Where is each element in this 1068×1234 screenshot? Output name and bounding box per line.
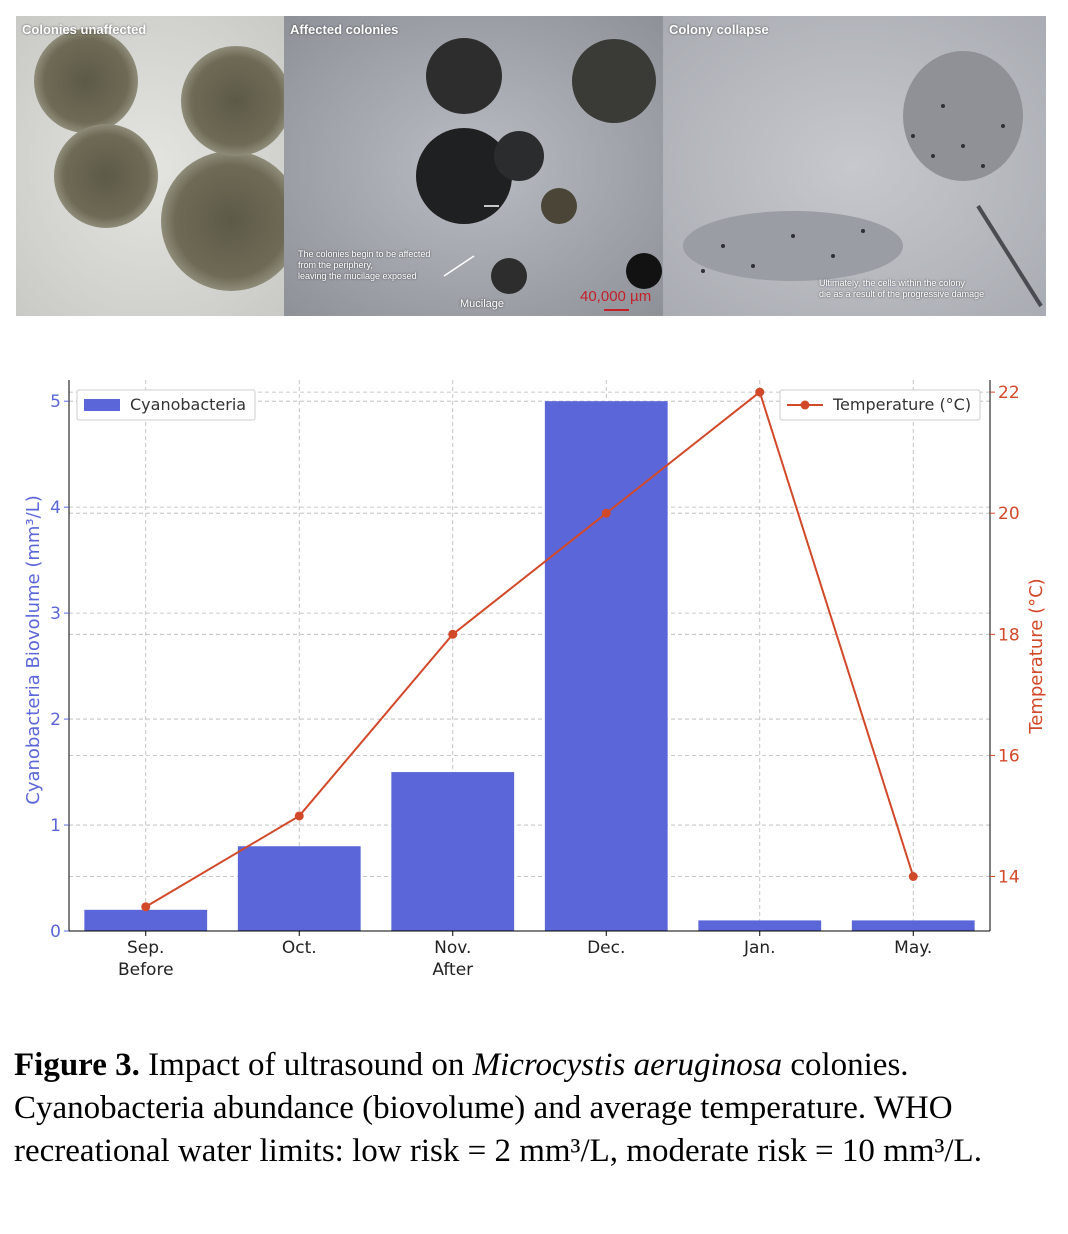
scale-bar-label: 40,000 µm [580, 288, 652, 305]
mucilage-label: Mucilage [460, 298, 505, 310]
tick-label-left: 5 [50, 392, 61, 412]
panel-note: The colonies begin to be affected from t… [298, 249, 431, 281]
tick-label-x: Jan. [743, 938, 776, 958]
grid-lines [69, 380, 990, 932]
tick-label-left: 2 [50, 710, 61, 730]
y-axis-label-left: Cyanobacteria Biovolume (mm³/L) [23, 495, 44, 805]
tick-label-x: Nov. [434, 938, 471, 958]
bar-series [84, 401, 975, 931]
tick-label-left: 0 [50, 922, 61, 942]
panel-title: Colony collapse [669, 22, 769, 37]
axes [68, 380, 991, 932]
micrograph-collapse-image [663, 16, 1046, 316]
panel-affected: Affected colonies The colonies begin to … [284, 16, 663, 316]
tick-label-right: 18 [998, 625, 1020, 645]
temperature-point [755, 387, 765, 397]
tick-label-x: May. [894, 938, 932, 958]
temperature-point [601, 508, 611, 518]
bar [544, 401, 668, 931]
panel-title: Colonies unaffected [22, 22, 147, 37]
legend-marker [800, 400, 810, 410]
legend-right: Temperature (°C) [779, 389, 981, 421]
bar [851, 920, 975, 931]
caption-text-before: Impact of ultrasound on [139, 1047, 473, 1083]
panel-note: Ultimately, the cells within the colony … [819, 278, 985, 299]
legend-label: Cyanobacteria [130, 395, 246, 414]
tick-label-left: 4 [50, 498, 61, 518]
biovolume-temperature-chart: 0 1 2 3 4 5 14 16 18 20 22 Sep.Before Oct. Nov.After D… [23, 380, 1047, 980]
panel-collapse: Colony collapse Ultimately, the cells wi… [663, 16, 1046, 316]
figure-caption: Figure 3. Impact of ultrasound on Microc… [14, 1044, 1060, 1173]
figure-label: Figure 3. [14, 1047, 140, 1083]
tick-label-x: Sep. [127, 938, 164, 958]
temperature-line [145, 390, 915, 908]
legend-label: Temperature (°C) [832, 395, 971, 414]
panel-title: Affected colonies [290, 22, 399, 37]
caption-text-after: colonies. Cyanobacteria abundance (biovo… [14, 1047, 982, 1169]
bar [237, 846, 361, 931]
tick-label-x: After [432, 960, 473, 980]
micrograph-strip: Colonies unaffected Affected colonies Th… [16, 16, 1046, 316]
bar [698, 920, 822, 931]
temperature-series [141, 387, 918, 912]
tick-labels: 0 1 2 3 4 5 14 16 18 20 22 Sep.Before Oct. Nov.After D… [50, 383, 1019, 980]
species-name: Microcystis aeruginosa [472, 1047, 783, 1083]
bar [391, 772, 515, 931]
legend-swatch [84, 399, 120, 411]
tick-label-left: 3 [50, 604, 61, 624]
micrograph-affected-image [284, 16, 663, 316]
panel-unaffected: Colonies unaffected [16, 16, 284, 316]
temperature-point [141, 902, 151, 912]
temperature-point [908, 872, 918, 882]
micrograph-unaffected-image [16, 16, 284, 316]
bar [84, 909, 208, 931]
legend-left: Cyanobacteria [76, 389, 256, 421]
tick-label-x: Dec. [587, 938, 625, 958]
tick-label-right: 14 [998, 868, 1020, 888]
tick-label-x: Before [118, 960, 174, 980]
tick-label-right: 16 [998, 746, 1020, 766]
tick-label-right: 22 [998, 383, 1020, 403]
temperature-point [294, 811, 304, 821]
tick-label-left: 1 [50, 816, 61, 836]
tick-label-x: Oct. [282, 938, 317, 958]
tick-label-right: 20 [998, 504, 1020, 524]
temperature-point [448, 629, 458, 639]
y-axis-label-right: Temperature (°C) [1026, 578, 1047, 734]
